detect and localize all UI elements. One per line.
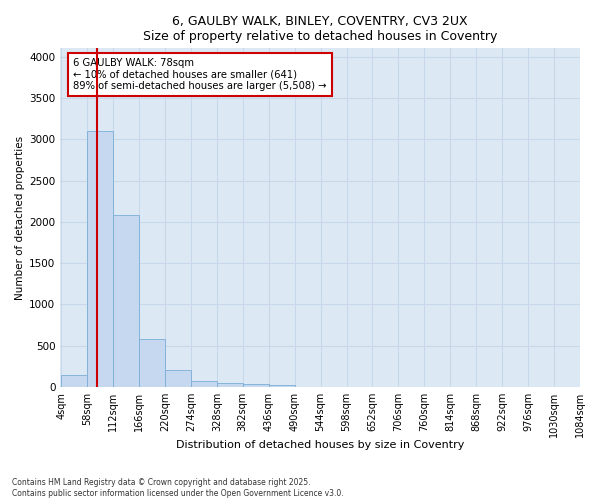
Bar [87,131,113,387]
X-axis label: Distribution of detached houses by size in Coventry: Distribution of detached houses by size … [176,440,464,450]
Bar [61,374,87,387]
Text: 6 GAULBY WALK: 78sqm
← 10% of detached houses are smaller (641)
89% of semi-deta: 6 GAULBY WALK: 78sqm ← 10% of detached h… [73,58,327,92]
Bar [139,339,165,387]
Bar [243,384,269,387]
Title: 6, GAULBY WALK, BINLEY, COVENTRY, CV3 2UX
Size of property relative to detached : 6, GAULBY WALK, BINLEY, COVENTRY, CV3 2U… [143,15,497,43]
Bar [269,385,295,387]
Bar [165,370,191,387]
Bar [113,215,139,387]
Y-axis label: Number of detached properties: Number of detached properties [15,136,25,300]
Bar [217,382,243,387]
Text: Contains HM Land Registry data © Crown copyright and database right 2025.
Contai: Contains HM Land Registry data © Crown c… [12,478,344,498]
Bar [191,380,217,387]
